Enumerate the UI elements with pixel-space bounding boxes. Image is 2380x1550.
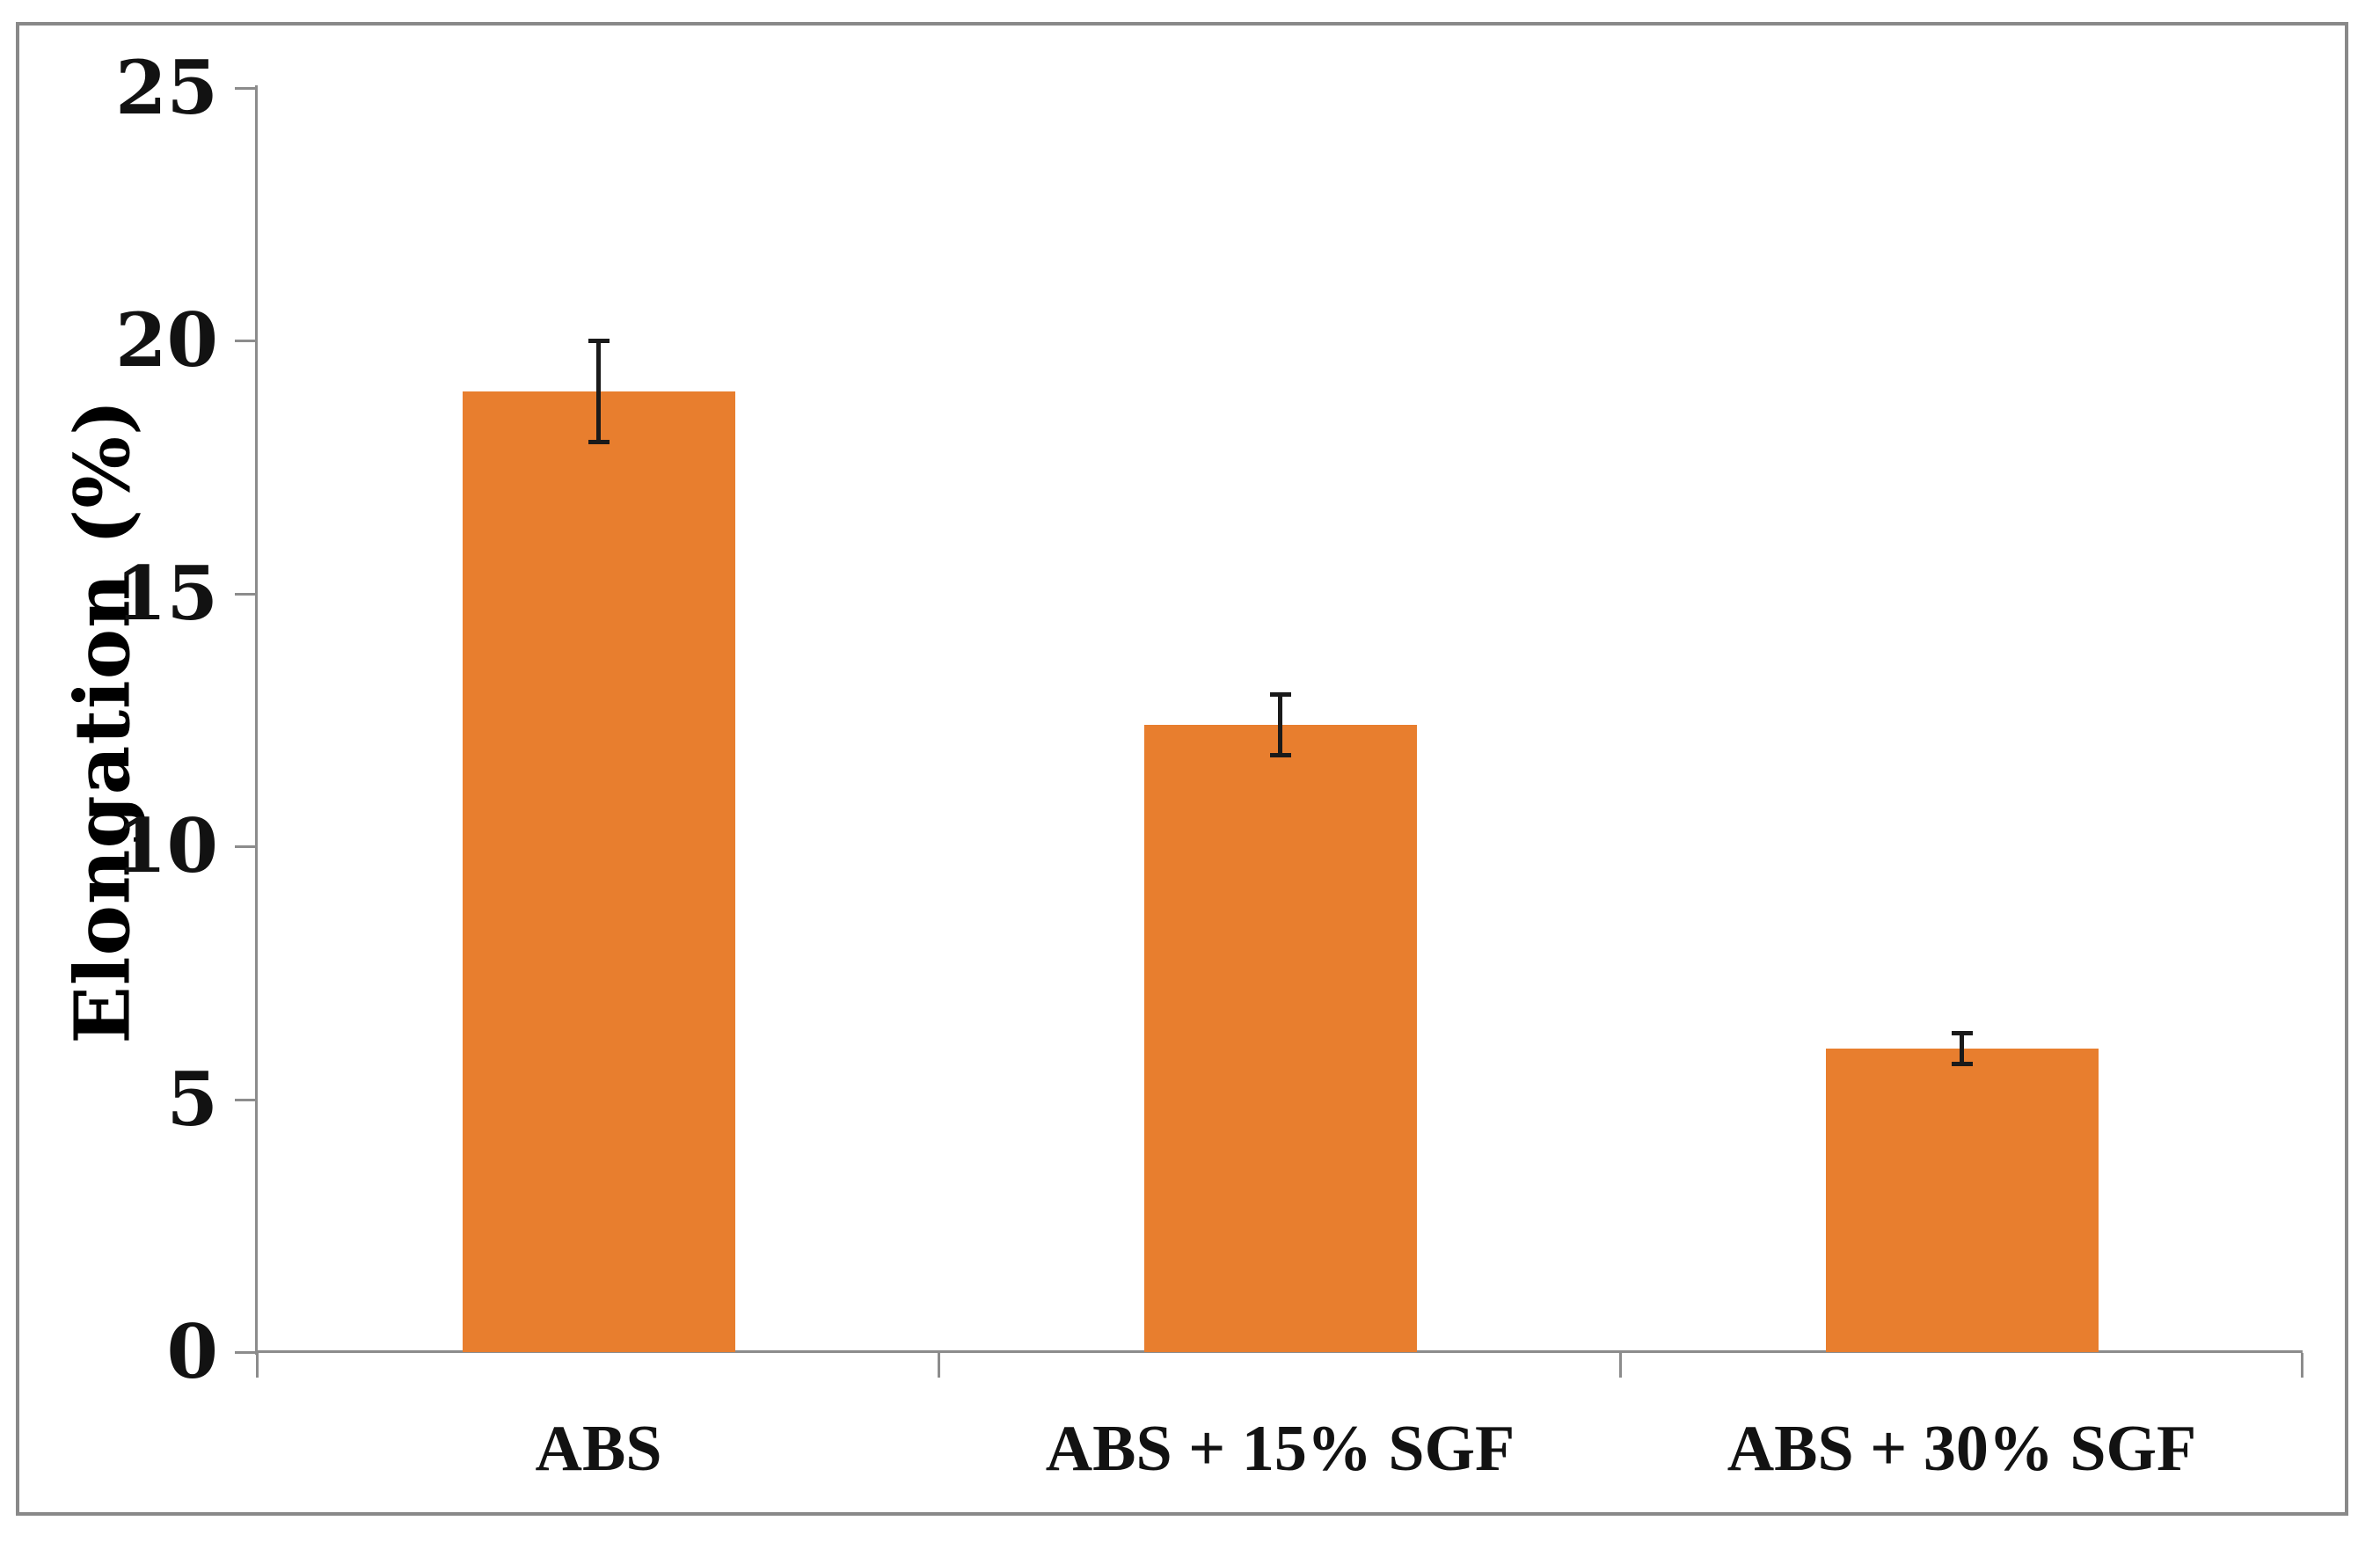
y-tick-label: 5 bbox=[166, 1055, 218, 1143]
y-tick-label: 15 bbox=[115, 549, 218, 637]
x-tick bbox=[1619, 1353, 1622, 1378]
x-tick bbox=[2301, 1353, 2303, 1378]
error-bar-line bbox=[1278, 694, 1282, 756]
bar-abs-30-sgf bbox=[1825, 1049, 2099, 1352]
bar-abs-15-sgf bbox=[1143, 725, 1417, 1352]
x-category-label-abs-30-sgf: ABS + 30% SGF bbox=[1727, 1413, 2197, 1485]
x-tick bbox=[256, 1353, 259, 1378]
error-bar-cap-top bbox=[588, 338, 610, 343]
x-category-label-abs: ABS bbox=[535, 1413, 662, 1485]
error-bar-cap-bottom bbox=[1269, 753, 1291, 758]
y-tick-label: 20 bbox=[115, 296, 218, 384]
y-axis-line bbox=[255, 85, 258, 1355]
error-bar-cap-top bbox=[1269, 692, 1291, 698]
error-bar-line bbox=[1960, 1033, 1964, 1064]
error-bar-cap-top bbox=[1951, 1031, 1973, 1036]
error-bar-cap-bottom bbox=[588, 439, 610, 444]
y-tick-label: 10 bbox=[115, 802, 218, 890]
y-tick-label: 0 bbox=[166, 1308, 218, 1395]
error-bar-line bbox=[596, 340, 601, 442]
x-category-label-abs-15-sgf: ABS + 15% SGF bbox=[1045, 1413, 1515, 1485]
y-tick bbox=[235, 340, 255, 343]
error-bar-cap-bottom bbox=[1951, 1061, 1973, 1066]
bar-abs bbox=[462, 391, 735, 1352]
y-tick bbox=[235, 1351, 255, 1354]
y-tick bbox=[235, 592, 255, 596]
y-tick bbox=[235, 87, 255, 90]
y-tick bbox=[235, 845, 255, 849]
x-tick bbox=[938, 1353, 940, 1378]
y-tick-label: 25 bbox=[115, 44, 218, 131]
y-tick bbox=[235, 1098, 255, 1101]
